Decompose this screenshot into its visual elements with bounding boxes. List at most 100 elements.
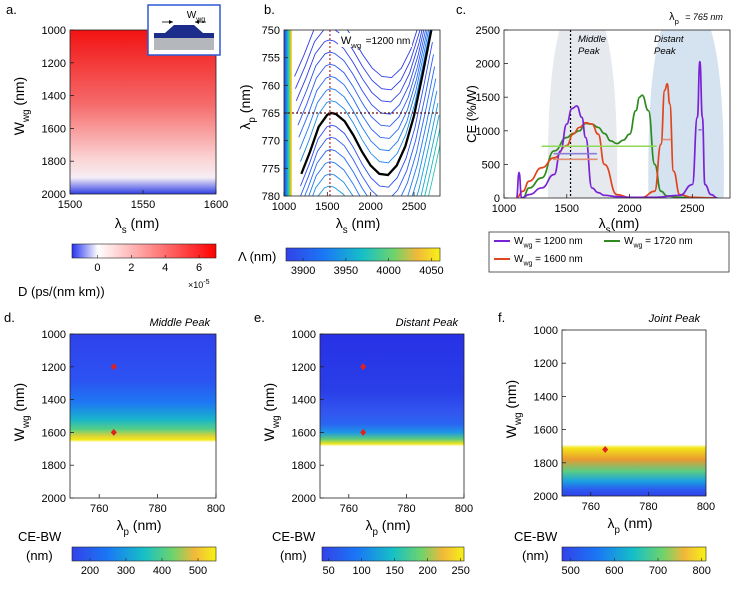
colorbar-cebw_e-tick-label: 50 bbox=[322, 565, 334, 577]
label-distant-2: Peak bbox=[654, 46, 677, 57]
panel-d-xtick-label: 780 bbox=[148, 503, 166, 515]
panel-e-ytick-label: 1600 bbox=[292, 427, 316, 439]
colorbar-cebw_d-tick-label: 300 bbox=[117, 565, 135, 577]
contour-line bbox=[312, 90, 438, 196]
panel-e-ytick-label: 1200 bbox=[292, 362, 316, 374]
inset-substrate bbox=[154, 38, 214, 50]
colorbar-cebw_f-tick-label: 600 bbox=[605, 565, 623, 577]
inset-ridge bbox=[165, 25, 203, 33]
panel-f-xtick-label: 780 bbox=[639, 501, 657, 513]
contour-line bbox=[308, 78, 437, 196]
colorbar-lambda-tick-label: 4050 bbox=[419, 265, 443, 277]
series-wwg-=-1200-nm bbox=[515, 60, 718, 198]
panel-b-ylabel: λp (nm) bbox=[237, 84, 258, 129]
colorbar-dispersion-label: D (ps/(nm km)) bbox=[18, 284, 105, 299]
contour-line bbox=[296, 30, 425, 115]
panel-a-ytick-label: 2000 bbox=[42, 189, 66, 201]
panel-c-ytick-label: 0 bbox=[494, 193, 500, 205]
colorbar-dispersion-scale: ×10-5 bbox=[188, 279, 210, 290]
panel-c-plot bbox=[515, 30, 724, 198]
svg-text:Wwg: Wwg bbox=[341, 35, 361, 50]
panel-a-ytick-label: 1000 bbox=[42, 25, 66, 37]
colorbar-cebw_f-bar bbox=[561, 546, 707, 562]
panel-b-xtick-label: 1000 bbox=[272, 201, 296, 213]
svg-text:Wwg: Wwg bbox=[187, 10, 206, 24]
colorbar-cebw_f-tick-label: 700 bbox=[649, 565, 667, 577]
colorbar-cebw_d-bar bbox=[71, 546, 217, 562]
colorbar-lambda-tick-label: 3900 bbox=[291, 265, 315, 277]
panel-b-xtick-label: 2500 bbox=[402, 201, 426, 213]
colorbar-dispersion-tick-label: 2 bbox=[128, 262, 134, 274]
panel-d-xlabel: λp (nm) bbox=[116, 517, 161, 538]
panel-f-ytick-label: 1200 bbox=[534, 358, 558, 370]
colorbar-dispersion-tick-label: 6 bbox=[196, 262, 202, 274]
colorbar-cebw_e-tick-label: 200 bbox=[418, 565, 436, 577]
panel-c-ylabel: CE (%/W) bbox=[464, 85, 479, 143]
shade-distant bbox=[648, 30, 724, 198]
panel-e-ytick-label: 2000 bbox=[292, 493, 316, 505]
panel-a-inset bbox=[147, 4, 221, 56]
panel-b-ytick-label: 755 bbox=[262, 53, 280, 65]
panel-f-ytick-label: 1400 bbox=[534, 391, 558, 403]
svg-text:λs (nm): λs (nm) bbox=[115, 215, 160, 236]
panel-a-ytick-label: 1600 bbox=[42, 123, 66, 135]
panel-d-ytick-label: 1800 bbox=[42, 460, 66, 472]
panel-f-ytick-label: 2000 bbox=[534, 491, 558, 503]
panel-d-ytick-label: 1400 bbox=[42, 395, 66, 407]
panel-d-xtick-label: 800 bbox=[207, 503, 225, 515]
contour-line bbox=[294, 30, 418, 79]
inset-arrowhead-right bbox=[195, 20, 199, 24]
svg-text:λp (nm): λp (nm) bbox=[365, 517, 410, 538]
shade-middle bbox=[547, 30, 618, 198]
panel-f-heatmap bbox=[562, 330, 706, 496]
panel-f-title: Joint Peak bbox=[648, 313, 701, 325]
panel-d-heatmap bbox=[70, 334, 216, 498]
panel-b-ytick-label: 770 bbox=[262, 136, 280, 148]
panel-a-ytick-label: 1800 bbox=[42, 156, 66, 168]
contour-line bbox=[304, 66, 436, 196]
svg-text:Wwg (nm): Wwg (nm) bbox=[261, 383, 282, 441]
annot-value: =1200 nm bbox=[366, 36, 411, 47]
colorbar-cebw_d-tick-label: 400 bbox=[153, 565, 171, 577]
panel-a-ytick-label: 1200 bbox=[42, 58, 66, 70]
colorbar-cebw_e-bar bbox=[321, 546, 465, 562]
panel-f-xtick-label: 800 bbox=[697, 501, 715, 513]
panel-c-xtick-label: 1000 bbox=[492, 203, 516, 215]
panel-e-ytick-label: 1000 bbox=[292, 329, 316, 341]
inset-arrowhead-left bbox=[169, 20, 173, 24]
panel-d-ylabel: Wwg (nm) bbox=[11, 383, 32, 441]
panel-d-ytick-label: 1600 bbox=[42, 427, 66, 439]
colorbar-cebw_e-label1: CE-BW bbox=[272, 529, 316, 544]
panel-f-xtick-label: 760 bbox=[582, 501, 600, 513]
colorbar-dispersion-tick-label: 4 bbox=[162, 262, 168, 274]
svg-text:Wwg = 1720 nm: Wwg = 1720 nm bbox=[624, 236, 693, 250]
colorbar-cebw_d-label1: CE-BW bbox=[18, 529, 62, 544]
colorbar-dispersion-bar bbox=[71, 243, 217, 259]
panel-e-xtick-label: 780 bbox=[397, 503, 415, 515]
inset-label: Wwg bbox=[187, 10, 206, 24]
panel-a-heatmap bbox=[70, 30, 216, 194]
panel-b-contours bbox=[284, 30, 440, 196]
panel-c-xlabel: λs(nm) bbox=[599, 215, 640, 236]
colorbar-cebw_f-label1: CE-BW bbox=[514, 529, 558, 544]
panel-e-label: e. bbox=[254, 310, 265, 325]
colorbar-cebw_e-tick-label: 250 bbox=[452, 565, 470, 577]
bold-contour bbox=[300, 30, 433, 177]
panel-b-xtick-label: 1500 bbox=[315, 201, 339, 213]
label-lambda-p-value: = 765 nm bbox=[685, 12, 723, 22]
panel-d-title: Middle Peak bbox=[149, 317, 210, 329]
panel-a-label: a. bbox=[6, 2, 17, 17]
panel-f-marker bbox=[602, 446, 609, 454]
panel-b-xlabel: λs (nm) bbox=[336, 215, 381, 236]
legend-frame bbox=[488, 231, 730, 273]
legend-entry: Wwg = 1200 nm bbox=[514, 236, 583, 250]
contour-line bbox=[300, 54, 434, 196]
panel-f-ytick-label: 1000 bbox=[534, 325, 558, 337]
label-lambda-p: λp bbox=[669, 11, 679, 26]
panel-e-marker bbox=[360, 428, 367, 436]
panel-d-ytick-label: 2000 bbox=[42, 493, 66, 505]
colorbar-lambda-tick-label: 3950 bbox=[334, 265, 358, 277]
svg-text:Wwg (nm): Wwg (nm) bbox=[503, 380, 524, 438]
colorbar-cebw_d-tick-label: 200 bbox=[81, 565, 99, 577]
label-middle-2: Peak bbox=[578, 46, 601, 57]
